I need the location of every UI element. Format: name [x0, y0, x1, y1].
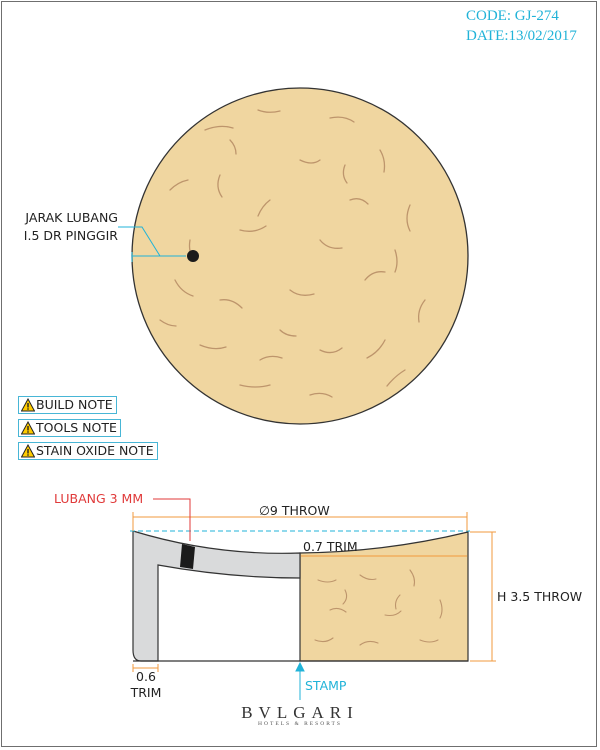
- warning-icon: [21, 444, 35, 458]
- inner-trim-label: 0.7 TRIM: [303, 539, 358, 554]
- base-trim-value: 0.6: [136, 669, 156, 684]
- build-note-label: BUILD NOTE: [36, 397, 113, 412]
- hole-distance-label-line1: JARAK LUBANG: [25, 210, 118, 225]
- brand-logo: BVLGARI: [241, 703, 359, 722]
- top-view: [118, 87, 469, 425]
- code-label: CODE: GJ-274: [466, 8, 559, 24]
- warning-icon: [21, 398, 35, 412]
- section-view: [130, 498, 496, 700]
- warning-icon: [21, 421, 35, 435]
- hole-mark: [187, 250, 199, 262]
- hole-leader-red: [153, 498, 191, 541]
- stamp-arrow: [295, 661, 305, 700]
- date-label: DATE:13/02/2017: [466, 28, 577, 44]
- hole-size-label: LUBANG 3 MM: [54, 491, 144, 506]
- brand-logo-subtitle: HOTELS & RESORTS: [258, 721, 342, 727]
- stamp-label: STAMP: [305, 678, 347, 693]
- tools-note[interactable]: TOOLS NOTE: [18, 419, 121, 437]
- section-texture: [314, 569, 443, 646]
- stain-oxide-note-label: STAIN OXIDE NOTE: [36, 443, 154, 458]
- tools-note-label: TOOLS NOTE: [36, 420, 117, 435]
- hole-leader: [118, 226, 186, 262]
- clay-texture: [159, 109, 426, 398]
- clay-section: [299, 531, 469, 662]
- hole-distance-label-line2: I.5 DR PINGGIR: [23, 228, 118, 243]
- dimension-lines: [132, 512, 496, 672]
- glaze-section: [132, 530, 301, 662]
- build-note[interactable]: BUILD NOTE: [18, 396, 117, 414]
- section-hole-mark: [180, 544, 195, 569]
- height-label: H 3.5 THROW: [497, 589, 583, 604]
- base-trim-label: TRIM: [130, 685, 162, 700]
- stain-oxide-note[interactable]: STAIN OXIDE NOTE: [18, 442, 158, 460]
- diameter-label: ∅9 THROW: [259, 503, 330, 518]
